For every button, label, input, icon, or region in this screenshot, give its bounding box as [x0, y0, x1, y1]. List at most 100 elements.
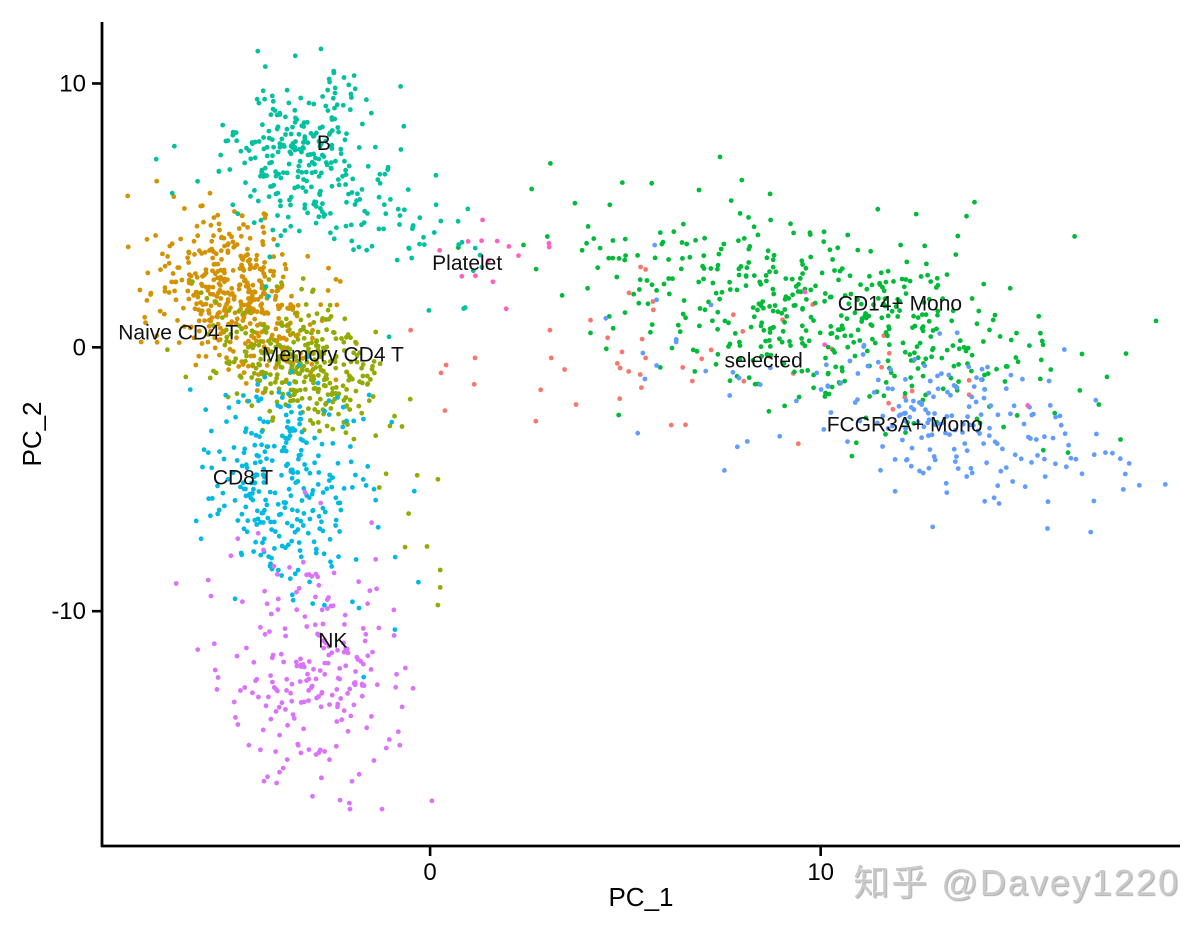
point-cd14-mono	[964, 213, 969, 219]
point-cd14-mono	[657, 365, 663, 370]
point-fcgr3a-mono	[946, 372, 952, 378]
point-memory-cd4-t	[274, 361, 280, 367]
point-cd8-t	[201, 447, 207, 453]
point-memory-cd4-t	[258, 356, 263, 362]
point-fcgr3a-mono	[996, 501, 1002, 506]
point-cd14-mono	[788, 221, 793, 227]
point-cd14-mono	[990, 317, 996, 323]
point-naive-cd4-t	[225, 248, 231, 254]
point-selected	[638, 264, 643, 270]
point-b	[223, 138, 229, 144]
point-cd8-t	[350, 485, 355, 490]
point-b	[433, 202, 439, 208]
point-memory-cd4-t	[310, 421, 316, 426]
point-cd8-t	[295, 567, 301, 573]
point-platelet	[822, 342, 827, 348]
point-memory-cd4-t	[328, 359, 333, 364]
point-cd14-mono	[956, 346, 962, 352]
point-b	[330, 95, 336, 101]
point-nk	[335, 704, 340, 710]
point-naive-cd4-t	[239, 262, 244, 268]
point-cd14-mono	[750, 305, 756, 310]
point-nk	[273, 749, 278, 754]
point-memory-cd4-t	[344, 369, 350, 375]
point-fcgr3a-mono	[1050, 435, 1056, 441]
y-axis-title: PC_2	[17, 401, 47, 467]
point-cd8-t	[313, 546, 319, 552]
point-naive-cd4-t	[236, 226, 242, 231]
point-naive-cd4-t	[203, 270, 209, 276]
point-naive-cd4-t	[202, 318, 208, 323]
point-cd14-mono	[798, 289, 804, 295]
point-nk	[326, 595, 331, 600]
point-cd8-t	[254, 452, 260, 458]
point-naive-cd4-t	[259, 309, 264, 315]
point-nk	[316, 750, 322, 756]
point-nk	[341, 640, 346, 646]
point-fcgr3a-mono	[1011, 403, 1017, 409]
point-b	[271, 182, 277, 188]
point-cd14-mono	[852, 353, 858, 359]
point-fcgr3a-mono	[1029, 460, 1034, 465]
point-cd14-mono	[758, 323, 764, 329]
point-cd14-mono	[764, 352, 770, 357]
point-memory-cd4-t	[357, 350, 363, 356]
point-cd8-t	[289, 409, 294, 415]
point-cd14-mono	[1008, 337, 1014, 343]
point-cd14-mono	[684, 241, 690, 247]
point-naive-cd4-t	[216, 221, 222, 227]
point-cd14-mono	[548, 161, 553, 166]
point-memory-cd4-t	[224, 334, 230, 340]
point-cd14-mono	[920, 324, 926, 329]
point-naive-cd4-t	[271, 236, 277, 242]
point-cd14-mono	[637, 287, 642, 292]
point-fcgr3a-mono	[794, 398, 799, 404]
point-nk	[283, 633, 288, 639]
point-memory-cd4-t	[370, 363, 375, 369]
point-nk	[374, 682, 380, 688]
point-memory-cd4-t	[323, 317, 329, 322]
point-cd14-mono	[770, 264, 776, 270]
point-memory-cd4-t	[274, 399, 280, 405]
point-cd14-mono	[671, 229, 677, 235]
point-b	[336, 182, 342, 188]
point-nk	[337, 797, 343, 803]
point-cd14-mono	[752, 381, 758, 387]
point-cd8-t	[278, 404, 283, 410]
point-naive-cd4-t	[210, 284, 216, 290]
point-cd8-t	[254, 508, 260, 514]
point-cd8-t	[260, 540, 265, 546]
point-b	[284, 126, 290, 132]
point-cd8-t	[283, 440, 289, 445]
point-fcgr3a-mono	[890, 386, 895, 392]
point-naive-cd4-t	[211, 233, 216, 239]
point-memory-cd4-t	[258, 339, 263, 344]
point-nk	[339, 717, 345, 723]
point-nk	[322, 671, 328, 677]
point-cd14-mono	[908, 375, 914, 380]
point-nk	[386, 737, 392, 742]
point-selected	[643, 267, 648, 272]
point-naive-cd4-t	[185, 255, 191, 261]
point-cd14-mono	[934, 275, 940, 281]
point-b	[266, 194, 272, 200]
point-cd8-t	[271, 519, 277, 525]
point-nk	[215, 675, 221, 680]
point-cd8-t	[322, 509, 328, 515]
point-memory-cd4-t	[291, 387, 296, 393]
point-b	[309, 184, 314, 190]
point-cd8-t	[316, 453, 321, 459]
point-cd8-t	[269, 458, 275, 463]
point-memory-cd4-t	[250, 362, 256, 368]
point-nk	[410, 685, 416, 691]
point-cd14-mono	[891, 279, 896, 284]
point-b	[323, 160, 329, 165]
point-cd14-mono	[925, 272, 930, 278]
point-cd14-mono	[840, 326, 846, 332]
point-b	[410, 223, 416, 228]
point-cd14-mono	[727, 287, 733, 292]
point-cd14-mono	[683, 315, 688, 321]
point-cd8-t	[322, 408, 327, 414]
point-naive-cd4-t	[252, 265, 258, 271]
point-naive-cd4-t	[206, 308, 212, 313]
